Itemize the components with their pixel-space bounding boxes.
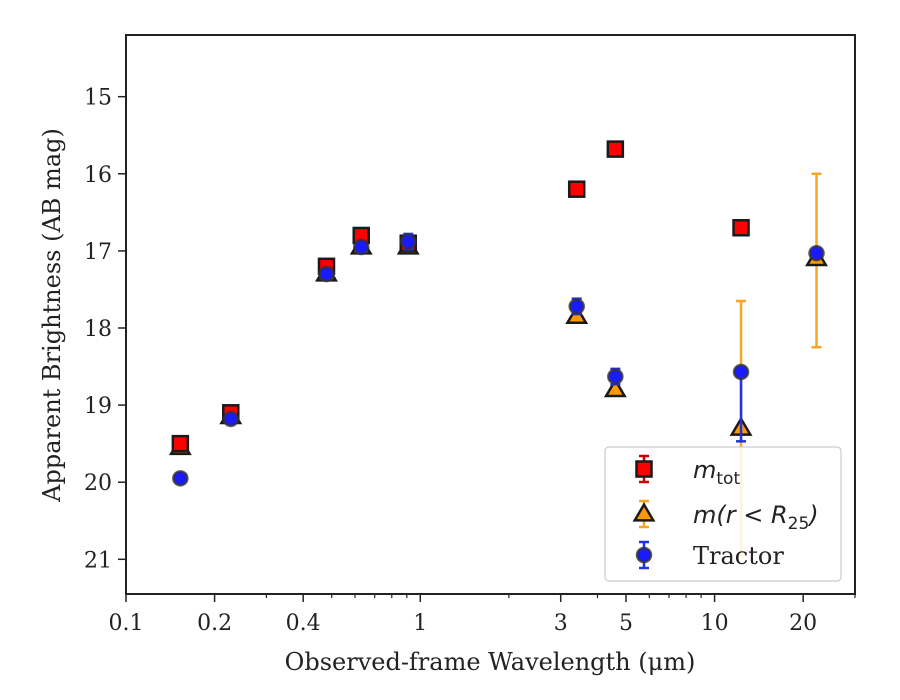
data-point-square [171,434,190,453]
data-point-square [567,180,586,198]
data-point-circle [808,244,825,262]
data-point-circle [568,298,585,315]
x-tick-label: 0.1 [109,611,144,636]
legend-label-main: m(r < R [693,501,788,529]
legend: mtot m(r < R25) Tractor [604,446,842,582]
legend-label: m(r < R25) [693,501,819,534]
x-tick-label: 10 [701,611,729,636]
x-tick-label: 0.2 [197,611,232,636]
y-tick-label: 18 [84,317,112,342]
series-circle [172,232,825,487]
data-point-square [606,140,625,158]
legend-label: mtot [693,456,740,489]
x-tick-label: 5 [619,611,633,636]
legend-entry: m(r < R25) [632,499,819,534]
data-point-circle [172,470,189,487]
data-point-circle [318,265,335,283]
x-tick-label: 20 [789,611,817,636]
x-axis: 0.1 0.2 0.4 1 3 5 10 20 [109,594,856,636]
legend-marker-square [635,460,653,478]
legend-entry: Tractor [635,540,784,570]
y-tick-label: 15 [84,86,112,111]
legend-label-tail: ) [807,501,818,529]
x-tick-label: 3 [554,611,568,636]
y-tick-label: 21 [84,548,112,573]
y-axis-label: Apparent Brightness (AB mag) [38,128,66,503]
legend-label-main: Tractor [693,542,784,570]
legend-label-subscript: 25 [788,514,810,534]
data-point-circle [732,363,750,381]
x-tick-label: 1 [413,611,427,636]
x-axis-label: Observed-frame Wavelength (μm) [285,648,696,676]
legend-marker-triangle [632,502,656,522]
legend-label-main: m [693,456,716,484]
legend-label-subscript: tot [716,469,740,489]
data-point-triangle [603,377,627,398]
legend-box [604,446,842,582]
data-point-circle [607,368,624,385]
data-point-circle [399,233,417,250]
x-tick-label: 0.4 [286,611,321,636]
y-tick-label: 16 [84,163,112,188]
data-point-circle [222,410,240,428]
y-axis: 15 16 17 18 19 20 21 [84,86,126,573]
legend-label: Tractor [693,542,784,570]
legend-entry: mtot [635,454,740,489]
y-tick-label: 17 [84,240,112,265]
axes-frame [125,34,856,595]
y-tick-label: 19 [84,394,112,419]
data-point-circle [352,238,370,256]
y-tick-label: 20 [84,471,112,496]
legend-marker-circle [635,546,653,564]
data-point-square [732,219,750,237]
